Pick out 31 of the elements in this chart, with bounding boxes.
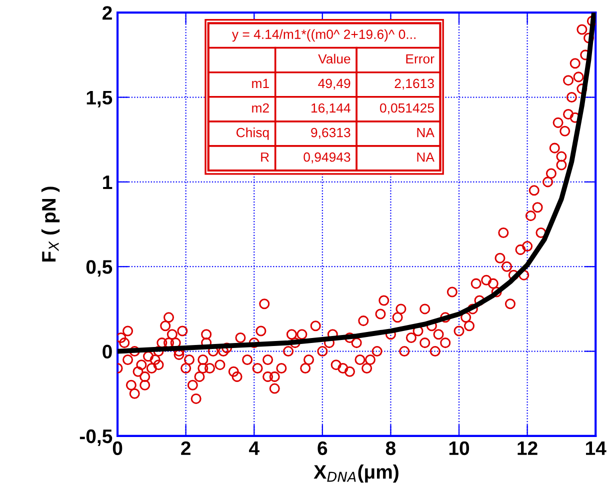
annotation: NA <box>417 152 434 162</box>
x-tick-label: 0 <box>112 441 122 456</box>
y-tick-label: 2 <box>102 6 112 20</box>
annotation: NA <box>417 128 434 138</box>
annotation: 16,144 <box>311 103 350 114</box>
annotation: R <box>261 152 269 162</box>
y-tick-label: 1 <box>103 176 112 189</box>
y-tick-label: 0 <box>102 344 112 359</box>
annotation: Error <box>406 54 434 64</box>
annotation: m1 <box>252 78 269 88</box>
y-tick-label: -0,5 <box>80 429 112 446</box>
annotation: Value <box>318 54 350 64</box>
x-tick-label: 6 <box>318 441 328 456</box>
x-tick-label: 4 <box>249 442 260 455</box>
x-tick-label: 12 <box>518 441 538 455</box>
annotation: 49,49 <box>318 78 350 90</box>
y-tick-label: 0,5 <box>86 260 112 277</box>
annotation: 0,051425 <box>380 103 434 114</box>
annotation: y = 4.14/m1*((m0^ 2+19.6)^ 0... <box>232 29 416 42</box>
annotation: m2 <box>252 103 269 113</box>
y-tick-label: 1,5 <box>86 90 112 108</box>
x-axis-title: X$_{DNA}$(μm) <box>314 464 398 483</box>
y-axis-title: F$_{X}$ ( pN ) <box>41 186 60 262</box>
x-tick-label: 2 <box>181 441 190 455</box>
annotation: 0,94943 <box>304 152 350 164</box>
annotation: Chisq <box>236 128 269 140</box>
x-tick-label: 10 <box>449 441 470 456</box>
x-tick-label: 14 <box>586 442 606 455</box>
x-tick-label: 8 <box>386 441 396 456</box>
annotation: 2,1613 <box>394 78 434 90</box>
annotation: 9,6313 <box>311 128 350 139</box>
